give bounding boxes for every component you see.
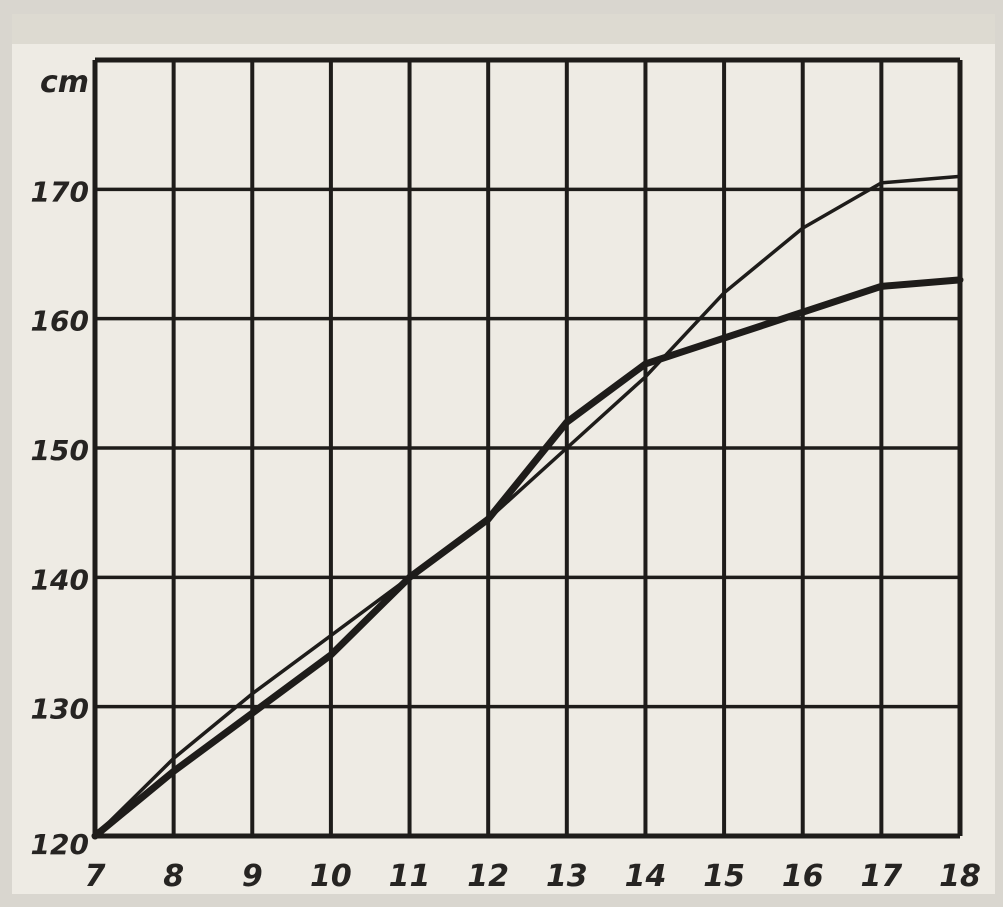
grid [92,57,963,839]
x-tick-label: 7 [85,859,106,894]
x-tick-label: 16 [782,859,824,894]
x-tick-label: 9 [242,859,263,894]
y-axis-ticks: 120 130 140 150 160 170 [31,175,89,861]
y-tick-label: 120 [31,828,89,861]
x-tick-label: 13 [546,859,588,894]
x-tick-label: 14 [625,859,667,894]
series-line-thin [93,174,962,838]
series-line-thick [91,276,964,840]
paper-top-shadow [12,14,995,44]
x-tick-label: 17 [860,859,902,894]
y-axis-unit-label: cm [40,65,89,100]
x-tick-label: 11 [389,859,431,894]
y-tick-label: 160 [31,305,89,338]
y-tick-label: 170 [31,175,89,208]
x-tick-label: 15 [703,859,745,894]
y-tick-label: 140 [31,563,89,596]
y-tick-label: 130 [31,693,89,726]
x-tick-label: 10 [310,859,352,894]
x-axis-ticks: 7 8 9 10 11 12 13 14 15 16 17 18 [85,859,981,894]
x-tick-label: 12 [467,859,509,894]
x-tick-label: 8 [163,859,184,894]
paper-background [12,14,995,894]
x-tick-label: 18 [939,859,981,894]
series-layer [91,174,964,840]
y-tick-label: 150 [31,434,89,467]
